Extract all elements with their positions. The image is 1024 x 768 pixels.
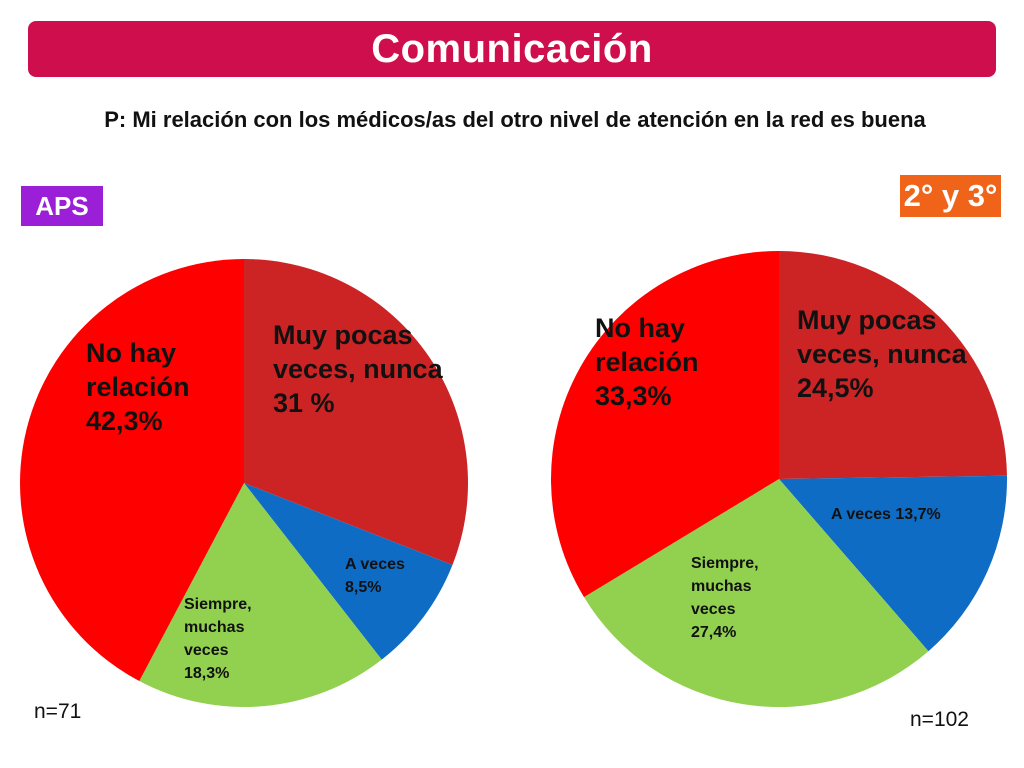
aps-badge: APS bbox=[21, 186, 103, 226]
aps-label-a-veces: A veces 8,5% bbox=[345, 556, 405, 596]
pie-slice-muy_pocas_veces bbox=[779, 251, 1007, 479]
secondary-tertiary-badge: 2° y 3° bbox=[900, 175, 1001, 217]
aps-sample-size: n=71 bbox=[34, 700, 82, 723]
secondary-tertiary-pie-chart bbox=[550, 250, 1008, 708]
question-text: P: Mi relación con los médicos/as del ot… bbox=[104, 107, 926, 132]
sec-label-no-hay-relacion: No hay relación 33,3% bbox=[595, 313, 699, 411]
sec-sample-size: n=102 bbox=[910, 708, 969, 731]
title-bar: Comunicación bbox=[28, 21, 996, 77]
pie-slice-a_veces bbox=[244, 483, 453, 660]
pie-slice-no_hay_relacion bbox=[20, 259, 244, 682]
pie-slice-siempre bbox=[139, 483, 382, 707]
sec-label-muy-pocas-veces: Muy pocas veces, nunca 24,5% bbox=[797, 305, 967, 403]
pie-slice-no_hay_relacion bbox=[550, 250, 779, 598]
pie-slice-a_veces bbox=[779, 475, 1008, 652]
sec-label-siempre: Siempre, muchas veces 27,4% bbox=[691, 555, 759, 641]
aps-pie-chart bbox=[20, 259, 468, 707]
page-title: Comunicación bbox=[371, 26, 653, 71]
aps-label-no-hay-relacion: No hay relación 42,3% bbox=[86, 338, 190, 436]
pie-slice-muy_pocas_veces bbox=[244, 259, 468, 566]
aps-label-siempre: Siempre, muchas veces 18,3% bbox=[184, 596, 252, 682]
aps-label-muy-pocas-veces: Muy pocas veces, nunca 31 % bbox=[273, 320, 443, 418]
sec-label-a-veces: A veces 13,7% bbox=[831, 506, 941, 523]
pie-slice-siempre bbox=[584, 479, 929, 708]
